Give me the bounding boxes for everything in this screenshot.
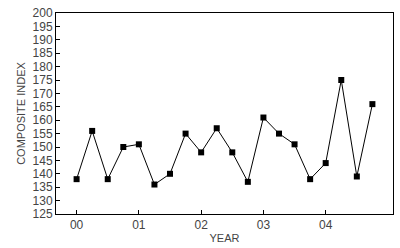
svg-text:02: 02 bbox=[194, 218, 208, 232]
svg-text:170: 170 bbox=[33, 87, 53, 101]
svg-text:180: 180 bbox=[33, 60, 53, 74]
svg-text:YEAR: YEAR bbox=[210, 232, 240, 244]
svg-text:155: 155 bbox=[33, 127, 53, 141]
svg-text:165: 165 bbox=[33, 100, 53, 114]
svg-text:03: 03 bbox=[257, 218, 271, 232]
svg-text:150: 150 bbox=[33, 140, 53, 154]
svg-text:160: 160 bbox=[33, 113, 53, 127]
svg-text:130: 130 bbox=[33, 194, 53, 208]
svg-text:175: 175 bbox=[33, 73, 53, 87]
svg-text:200: 200 bbox=[33, 6, 53, 20]
svg-text:140: 140 bbox=[33, 167, 53, 181]
svg-text:195: 195 bbox=[33, 20, 53, 34]
svg-text:125: 125 bbox=[33, 207, 53, 221]
svg-text:190: 190 bbox=[33, 33, 53, 47]
svg-text:185: 185 bbox=[33, 46, 53, 60]
svg-text:00: 00 bbox=[70, 218, 84, 232]
svg-text:135: 135 bbox=[33, 180, 53, 194]
svg-text:145: 145 bbox=[33, 154, 53, 168]
svg-text:04: 04 bbox=[319, 218, 333, 232]
svg-text:COMPOSITE INDEX: COMPOSITE INDEX bbox=[15, 62, 27, 165]
svg-text:01: 01 bbox=[132, 218, 146, 232]
